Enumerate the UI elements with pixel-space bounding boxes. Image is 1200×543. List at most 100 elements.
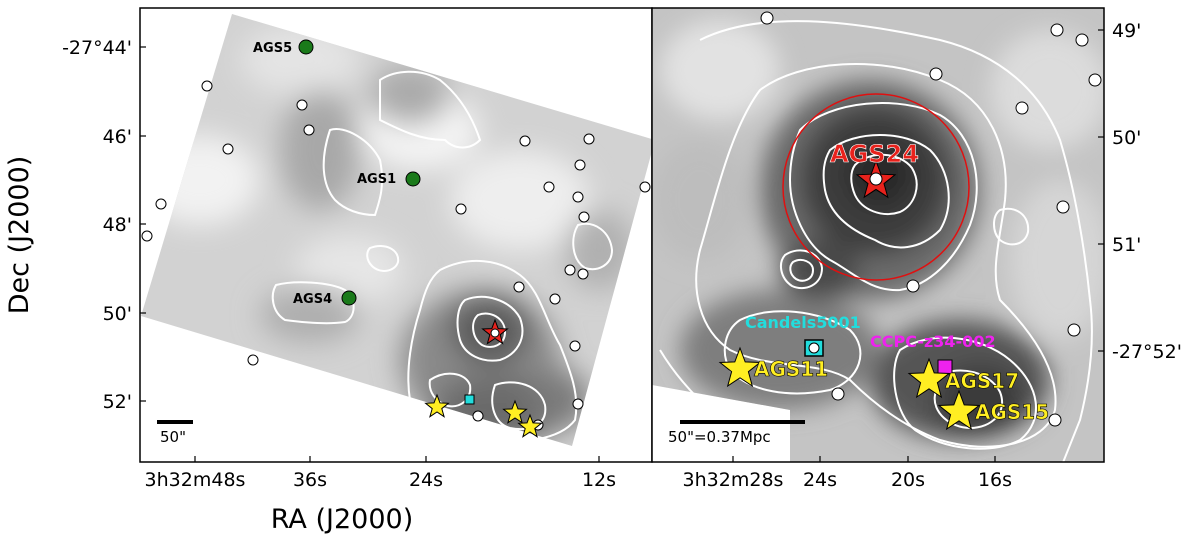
y-tick-label: -27°52' — [1112, 341, 1182, 363]
source-circle — [141, 230, 153, 242]
label-ags15: AGS15 — [975, 400, 1049, 424]
source-circle — [247, 354, 259, 366]
contour — [407, 259, 578, 443]
contour — [366, 244, 400, 272]
axes: -27°44' 46' 48' 50' 52' 3h32m48s 36s 24s 12s 3h32… — [62, 20, 1182, 491]
source-star-yellow — [517, 413, 543, 438]
source-ags24-center — [869, 172, 883, 186]
source-circle — [549, 293, 561, 305]
source-circle — [1056, 200, 1070, 214]
contour — [789, 259, 815, 282]
source-circle — [929, 67, 943, 81]
source-star-yellow — [424, 393, 450, 418]
source-circle — [831, 387, 845, 401]
label-ags5: AGS5 — [253, 41, 292, 56]
contour — [659, 20, 1093, 462]
source-circle — [1015, 101, 1029, 115]
candels-marker-small — [464, 394, 475, 405]
source-circle — [1088, 73, 1102, 87]
x-tick-label: 12s — [582, 469, 616, 491]
left-panel: AGS5 AGS1 AGS4 50" — [139, 7, 655, 463]
source-circle — [572, 191, 584, 203]
contour — [428, 372, 472, 408]
x-tick-label: 20s — [891, 469, 925, 491]
source-ags4 — [341, 290, 357, 306]
x-tick-label: 3h32m48s — [145, 469, 246, 491]
right-markers: AGS24 Candels5001 CCPC-z34-002 AGS11 AGS17 AG… — [718, 11, 1102, 431]
source-candels5001-center — [808, 342, 820, 354]
source-circle — [222, 143, 234, 155]
source-center — [490, 328, 500, 338]
y-tick-label: 49' — [1112, 20, 1141, 42]
source-star-yellow — [502, 399, 528, 424]
source-circle — [513, 281, 525, 293]
source-ags15 — [937, 389, 981, 431]
x-axis-label: RA (J2000) — [271, 504, 413, 535]
y-tick-label: 48' — [103, 214, 132, 236]
y-tick-label: 46' — [103, 126, 132, 148]
source-ags17 — [907, 357, 951, 399]
label-ags17: AGS17 — [945, 369, 1019, 393]
x-tick-label: 36s — [293, 469, 327, 491]
x-tick-label: 24s — [803, 469, 837, 491]
contour — [379, 70, 482, 149]
y-tick-label: 50' — [103, 303, 132, 325]
source-circle — [543, 181, 555, 193]
source-circle — [472, 410, 484, 422]
right-scale-label: 50"=0.37Mpc — [668, 428, 771, 446]
contour — [850, 153, 918, 215]
label-candels5001: Candels5001 — [745, 313, 861, 332]
left-scale-label: 50" — [160, 428, 186, 446]
source-circle — [583, 133, 595, 145]
source-circle — [296, 99, 308, 111]
contour — [472, 312, 507, 348]
contour — [572, 222, 614, 270]
right-density-map — [652, 8, 1104, 462]
label-ccpc: CCPC-z34-002 — [870, 332, 996, 351]
contour — [695, 62, 1057, 448]
contour — [993, 207, 1030, 246]
source-circle — [455, 203, 467, 215]
source-circle — [639, 181, 651, 193]
source-circle — [564, 264, 576, 276]
contour — [893, 336, 1037, 450]
right-panel: AGS24 Candels5001 CCPC-z34-002 AGS11 AGS17 AG… — [651, 7, 1105, 463]
contour — [271, 281, 355, 325]
source-circle — [303, 124, 315, 136]
source-circle — [519, 135, 531, 147]
source-circle — [1048, 413, 1062, 427]
y-axis-label: Dec (J2000) — [4, 156, 35, 315]
right-frame — [651, 7, 1105, 463]
source-ags11 — [718, 346, 762, 388]
source-ags5 — [298, 39, 314, 55]
contour — [322, 128, 384, 217]
region-circle — [782, 93, 970, 281]
y-tick-label: 51' — [1112, 234, 1141, 256]
source-circle — [1075, 33, 1089, 47]
right-contours — [659, 20, 1093, 462]
source-ags1 — [405, 171, 421, 187]
x-tick-label: 16s — [978, 469, 1012, 491]
source-circle — [578, 211, 590, 223]
source-circle — [760, 11, 774, 25]
source-circle — [572, 398, 584, 410]
contour — [822, 134, 950, 249]
source-circle — [569, 340, 581, 352]
y-tick-label: 52' — [103, 391, 132, 413]
source-circle — [1067, 323, 1081, 337]
source-circle — [906, 279, 920, 293]
label-ags4: AGS4 — [293, 292, 332, 307]
left-markers: AGS5 AGS1 AGS4 — [141, 39, 651, 438]
x-tick-label: 3h32m28s — [683, 469, 784, 491]
source-circle — [1050, 23, 1064, 37]
contour — [456, 295, 524, 362]
left-contours — [271, 70, 614, 443]
source-circle — [577, 268, 589, 280]
label-ags24: AGS24 — [830, 140, 919, 168]
source-circle — [155, 198, 167, 210]
label-ags1: AGS1 — [357, 172, 396, 187]
y-tick-label: -27°44' — [62, 37, 132, 59]
x-tick-label: 24s — [409, 469, 443, 491]
label-ags11: AGS11 — [754, 357, 828, 381]
